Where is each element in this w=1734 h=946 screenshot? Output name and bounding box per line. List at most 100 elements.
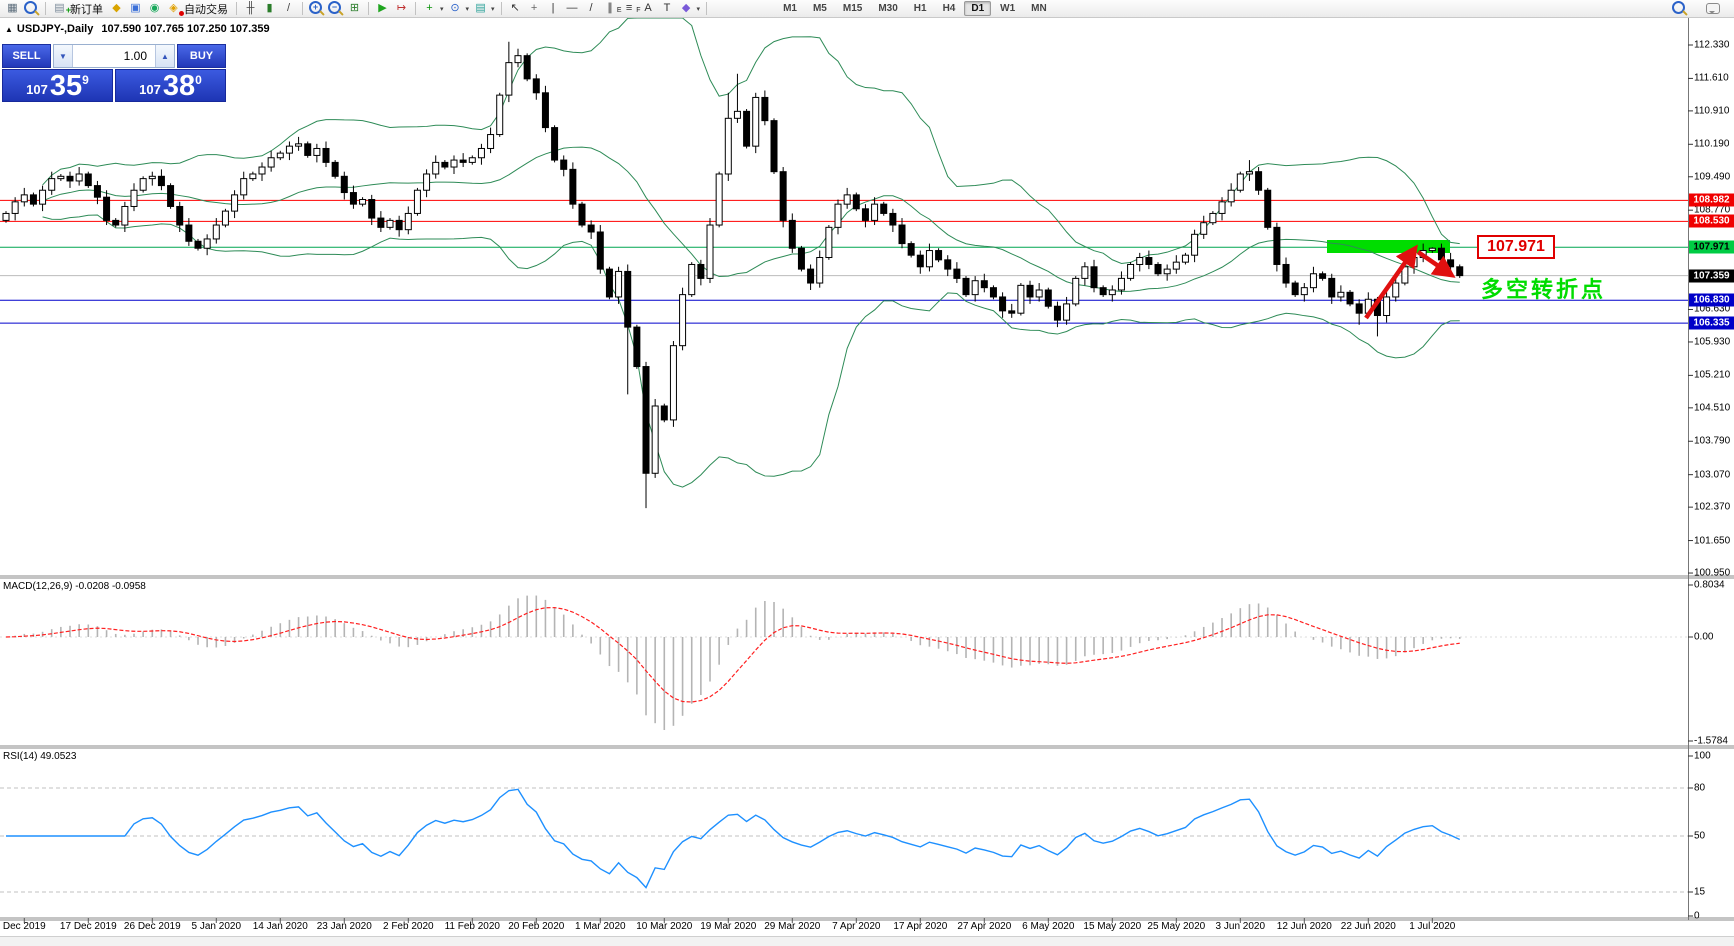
chat-icon (1705, 3, 1720, 14)
rsi-axis-label: 100 (1694, 750, 1711, 762)
periods-icon[interactable]: ⊙ (447, 1, 464, 16)
price-line-badge: 108.530 (1689, 214, 1734, 228)
text-label-icon[interactable]: T (659, 1, 676, 16)
signals-icon[interactable]: ◉ (146, 1, 163, 16)
price-tick-label: 106.630 (1694, 303, 1731, 315)
sell-button[interactable]: SELL (2, 44, 51, 68)
price-tick-label: 110.910 (1694, 105, 1730, 117)
buy-price-prefix: 107 (139, 82, 161, 97)
sell-price-pip: 9 (82, 73, 89, 87)
quotes-icon[interactable]: ◆ (108, 1, 125, 16)
dropdown-caret-icon[interactable]: ▾ (465, 5, 470, 13)
timeframe-button-d1[interactable]: D1 (964, 1, 992, 16)
zoom-out-icon[interactable]: − (327, 1, 344, 16)
quotes-icon: ◆ (112, 2, 121, 14)
text-icon: A (644, 2, 652, 14)
periods-icon: ⊙ (450, 2, 460, 14)
arrows-icon: ◆ (681, 2, 691, 14)
template-icon[interactable]: ▤ (472, 1, 489, 16)
dropdown-caret-icon[interactable]: ▾ (696, 5, 701, 13)
sell-price-box[interactable]: 107 35 9 (2, 69, 113, 102)
lot-size-control: ▼ 1.00 ▲ (53, 44, 175, 68)
zoom-in-icon[interactable]: + (308, 1, 325, 16)
toolbar: ▦ ▤ + 新订单 ◆ ▣ ◉ ◈ 自动交易 ╫ ▮ / + − ⊞ ▶ ↦ + ▾ ⊙ ▾ ▤ ▾ ↖ + | — / ∥ E ≡ F A T ◆… (0, 0, 1734, 18)
market-depth-icon: ▣ (130, 2, 141, 14)
new-order-icon[interactable]: ▤ + (54, 2, 71, 15)
timeframe-button-m15[interactable]: M15 (842, 3, 863, 14)
lot-increase-button[interactable]: ▲ (155, 45, 174, 67)
crosshair-icon[interactable]: + (526, 1, 543, 16)
timeframe-button-h1[interactable]: H1 (913, 3, 927, 14)
dropdown-caret-icon[interactable]: ▾ (440, 5, 444, 13)
tile-windows-icon[interactable]: ⊞ (346, 1, 363, 16)
timeframe-button-mn[interactable]: MN (1031, 3, 1047, 14)
timeframe-button-m5[interactable]: M5 (812, 3, 827, 14)
line-chart-icon[interactable]: / (280, 1, 297, 16)
turning-point-annotation[interactable]: 多空转折点 (1481, 277, 1607, 302)
market-watch-zoom-icon (24, 1, 37, 14)
equidistant-channel-icon[interactable]: ∥ E (607, 2, 622, 14)
bar-chart-icon[interactable]: ╫ (242, 1, 259, 16)
auto-scroll-icon[interactable]: ▶ (374, 1, 391, 16)
autotrading-icon[interactable]: ◈ (165, 1, 184, 16)
horizontal-line-icon[interactable]: — (564, 1, 581, 16)
cursor-icon: ↖ (510, 2, 520, 14)
price-tick-label: 100.950 (1694, 567, 1731, 579)
price-line-badge: 106.830 (1689, 293, 1734, 307)
timeframe-button-m30[interactable]: M30 (878, 3, 898, 14)
sell-price-prefix: 107 (26, 82, 48, 97)
dropdown-caret-icon[interactable]: ▾ (491, 5, 495, 13)
horizontal-line-icon: — (566, 2, 578, 14)
autotrading-icon: ◈ (169, 2, 178, 14)
toolbar-item-label: 新订单 (70, 3, 103, 16)
rsi-axis-label: 15 (1694, 886, 1706, 898)
candlestick-chart-icon[interactable]: ▮ (261, 1, 278, 16)
buy-price-pip: 0 (195, 73, 202, 87)
toolbar-separator (302, 2, 303, 15)
buy-price-box[interactable]: 107 38 0 (115, 69, 226, 102)
market-depth-icon[interactable]: ▣ (127, 1, 144, 16)
timeframe-button-h4[interactable]: H4 (942, 3, 956, 14)
vertical-line-icon[interactable]: | (545, 1, 562, 16)
add-indicator-icon: + (426, 2, 433, 14)
price-line-badge: 107.971 (1689, 240, 1734, 254)
date-tick-label: 1 Jul 2020 (1409, 921, 1456, 932)
trendline-icon: / (589, 2, 593, 14)
add-indicator-icon[interactable]: + (421, 1, 438, 16)
chart-shift-icon[interactable]: ↦ (393, 1, 410, 16)
trendline-icon[interactable]: / (583, 1, 600, 16)
toolbar-separator (415, 2, 416, 15)
timeframe-group: M1 M5 M15 M30 H1 H4 D1 W1 MN (775, 1, 1055, 16)
buy-button[interactable]: BUY (177, 44, 226, 68)
panel-collapse-icon[interactable]: ▲ (5, 25, 13, 34)
cursor-icon[interactable]: ↖ (507, 1, 524, 16)
market-watch-zoom-icon[interactable] (23, 1, 40, 16)
date-tick-label: 10 Mar 2020 (636, 921, 693, 932)
date-tick-label: 19 Mar 2020 (700, 921, 757, 932)
charts-window-icon[interactable]: ▦ (4, 1, 21, 16)
resistance-price-label[interactable]: 107.971 (1477, 235, 1555, 259)
one-click-trading-panel: SELL ▼ 1.00 ▲ BUY 107 35 9 107 38 0 (2, 44, 226, 102)
lot-size-value[interactable]: 1.00 (123, 49, 147, 63)
price-tick-label: 105.930 (1694, 336, 1731, 348)
zoom-in-icon: + (309, 1, 322, 14)
rsi-axis-label: 50 (1694, 830, 1706, 842)
chat-icon[interactable] (1704, 1, 1721, 16)
fibonacci-icon[interactable]: ≡ F (625, 2, 641, 14)
timeframe-button-w1[interactable]: W1 (1000, 3, 1016, 14)
text-icon[interactable]: A (640, 1, 657, 16)
arrows-icon[interactable]: ◆ (678, 1, 695, 16)
macd-indicator-label: MACD(12,26,9) -0.0208 -0.0958 (3, 581, 146, 592)
lot-decrease-button[interactable]: ▼ (54, 45, 73, 67)
timeframe-button-m1[interactable]: M1 (783, 3, 797, 14)
line-chart-icon: / (286, 2, 291, 14)
search-icon[interactable] (1671, 1, 1688, 16)
price-line-badge: 106.335 (1689, 316, 1734, 330)
macd-axis-label: 0.00 (1694, 631, 1714, 643)
charts-window-icon: ▦ (7, 2, 18, 14)
date-tick-label: 14 Jan 2020 (252, 921, 308, 932)
date-tick-label: 7 Apr 2020 (832, 921, 881, 932)
macd-axis-label: -1.5784 (1694, 735, 1728, 747)
